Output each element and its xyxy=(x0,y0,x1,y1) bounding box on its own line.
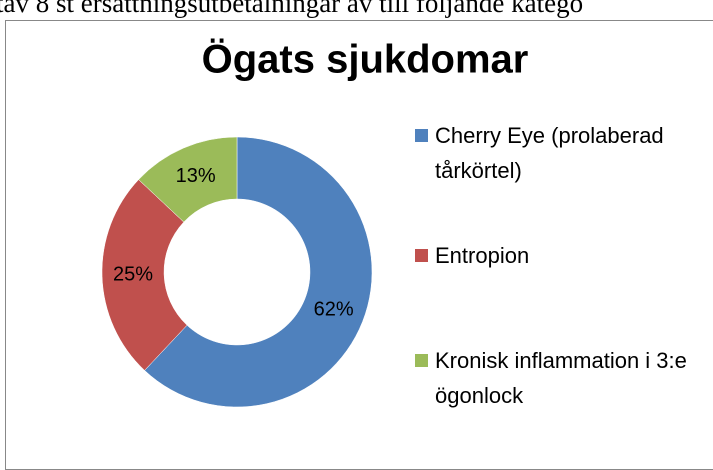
chart: Ögats sjukdomar 62% 25% 13% xyxy=(101,37,529,408)
legend-swatch xyxy=(415,129,428,142)
chart-title: Ögats sjukdomar xyxy=(202,37,529,82)
donut-segment xyxy=(138,136,238,223)
data-label: 13% xyxy=(176,165,216,187)
data-label: 25% xyxy=(113,264,153,286)
legend-label: Cherry Eye (prolaberad tårkörtel) xyxy=(435,123,664,183)
legend-swatch xyxy=(415,354,428,367)
legend-label: Kronisk inflammation i 3:e ögonlock xyxy=(435,348,687,408)
legend-entry: Entropion xyxy=(415,238,705,273)
legend-entry: Kronisk inflammation i 3:e ögonlock xyxy=(415,343,705,413)
legend-swatch xyxy=(415,249,428,262)
legend-entry: Cherry Eye (prolaberad tårkörtel) xyxy=(415,118,705,188)
page-header: tav 8 st ersättningsutbetalningar av til… xyxy=(0,0,584,18)
data-label: 62% xyxy=(314,299,354,321)
donut-segment xyxy=(144,136,373,408)
legend-label: Entropion xyxy=(435,243,530,268)
